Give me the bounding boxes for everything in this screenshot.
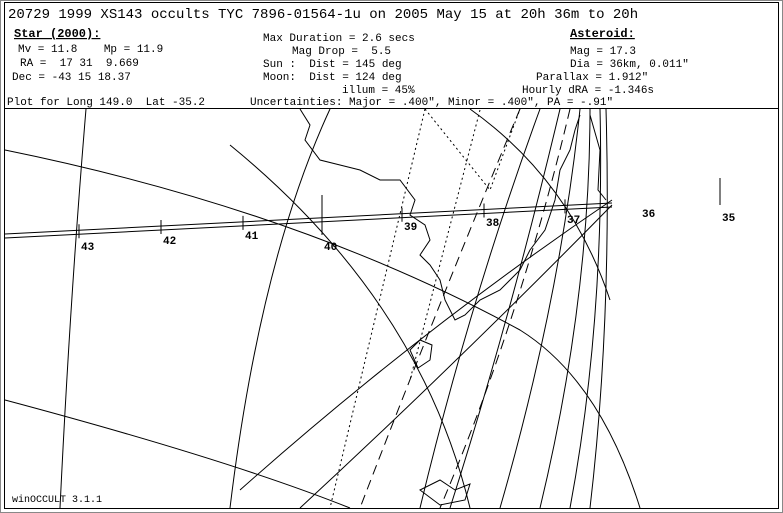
time-labels: 43 42 41 40 39 38 37 36 35 — [78, 199, 736, 254]
asteroid-info: Hourly dRA = -1.346s — [522, 85, 654, 97]
path-limit — [299, 204, 613, 509]
time-label: 39 — [404, 222, 417, 234]
coastline — [589, 114, 607, 201]
event-info: illum = 45% — [342, 85, 415, 97]
time-label: 41 — [245, 231, 259, 243]
title: 20729 1999 XS143 occults TYC 7896-01564-… — [8, 7, 638, 23]
asteroid-heading: Asteroid: — [570, 27, 635, 41]
asteroid-info: Dia = 36km, 0.011" — [570, 59, 689, 71]
star-ra: RA = 17 31 9.669 — [20, 58, 139, 70]
coastline — [419, 479, 471, 506]
event-info: Moon: Dist = 124 deg — [263, 72, 402, 84]
time-label: 35 — [722, 213, 736, 225]
asteroid-info: Mag = 17.3 — [570, 46, 636, 58]
time-limit — [424, 108, 521, 192]
program-version: winOCCULT 3.1.1 — [12, 494, 102, 506]
plot-location: Plot for Long 149.0 Lat -35.2 — [7, 97, 205, 109]
time-label: 42 — [163, 236, 176, 248]
time-label: 36 — [642, 209, 655, 221]
time-limit — [409, 109, 481, 381]
path-limit — [539, 108, 591, 509]
path-limit — [449, 108, 561, 509]
uncertainty-limit — [439, 108, 571, 509]
plot-frame — [4, 2, 779, 509]
parallel — [4, 399, 351, 509]
star-dec: Dec = -43 15 18.37 — [12, 72, 131, 84]
star-mag: Mv = 11.8 Mp = 11.9 — [18, 44, 163, 56]
map — [4, 108, 721, 509]
time-label: 43 — [81, 242, 95, 254]
uncertainties: Uncertainties: Major = .400", Minor = .4… — [250, 97, 613, 109]
path-limit — [569, 108, 602, 509]
path-limit — [589, 108, 608, 509]
time-label: 40 — [324, 242, 337, 254]
uncertainty-limit — [359, 108, 521, 509]
time-label: 37 — [567, 215, 580, 227]
time-label: 38 — [486, 218, 500, 230]
meridian — [229, 144, 471, 509]
event-info: Mag Drop = 5.5 — [292, 46, 391, 58]
asteroid-info: Parallax = 1.912" — [536, 72, 648, 84]
time-limit — [329, 108, 426, 509]
central-line — [4, 206, 613, 239]
path-limit — [499, 108, 581, 509]
meridian — [229, 108, 331, 509]
path-limit — [419, 108, 541, 509]
limb — [469, 108, 611, 301]
star-heading: Star (2000): — [14, 27, 100, 41]
parallel — [4, 149, 641, 509]
event-info: Sun : Dist = 145 deg — [263, 59, 402, 71]
event-info: Max Duration = 2.6 secs — [263, 33, 415, 45]
coastline — [299, 108, 581, 321]
path-limit — [239, 199, 613, 491]
coastline — [409, 339, 433, 369]
meridian — [59, 108, 87, 509]
central-line — [4, 202, 613, 235]
